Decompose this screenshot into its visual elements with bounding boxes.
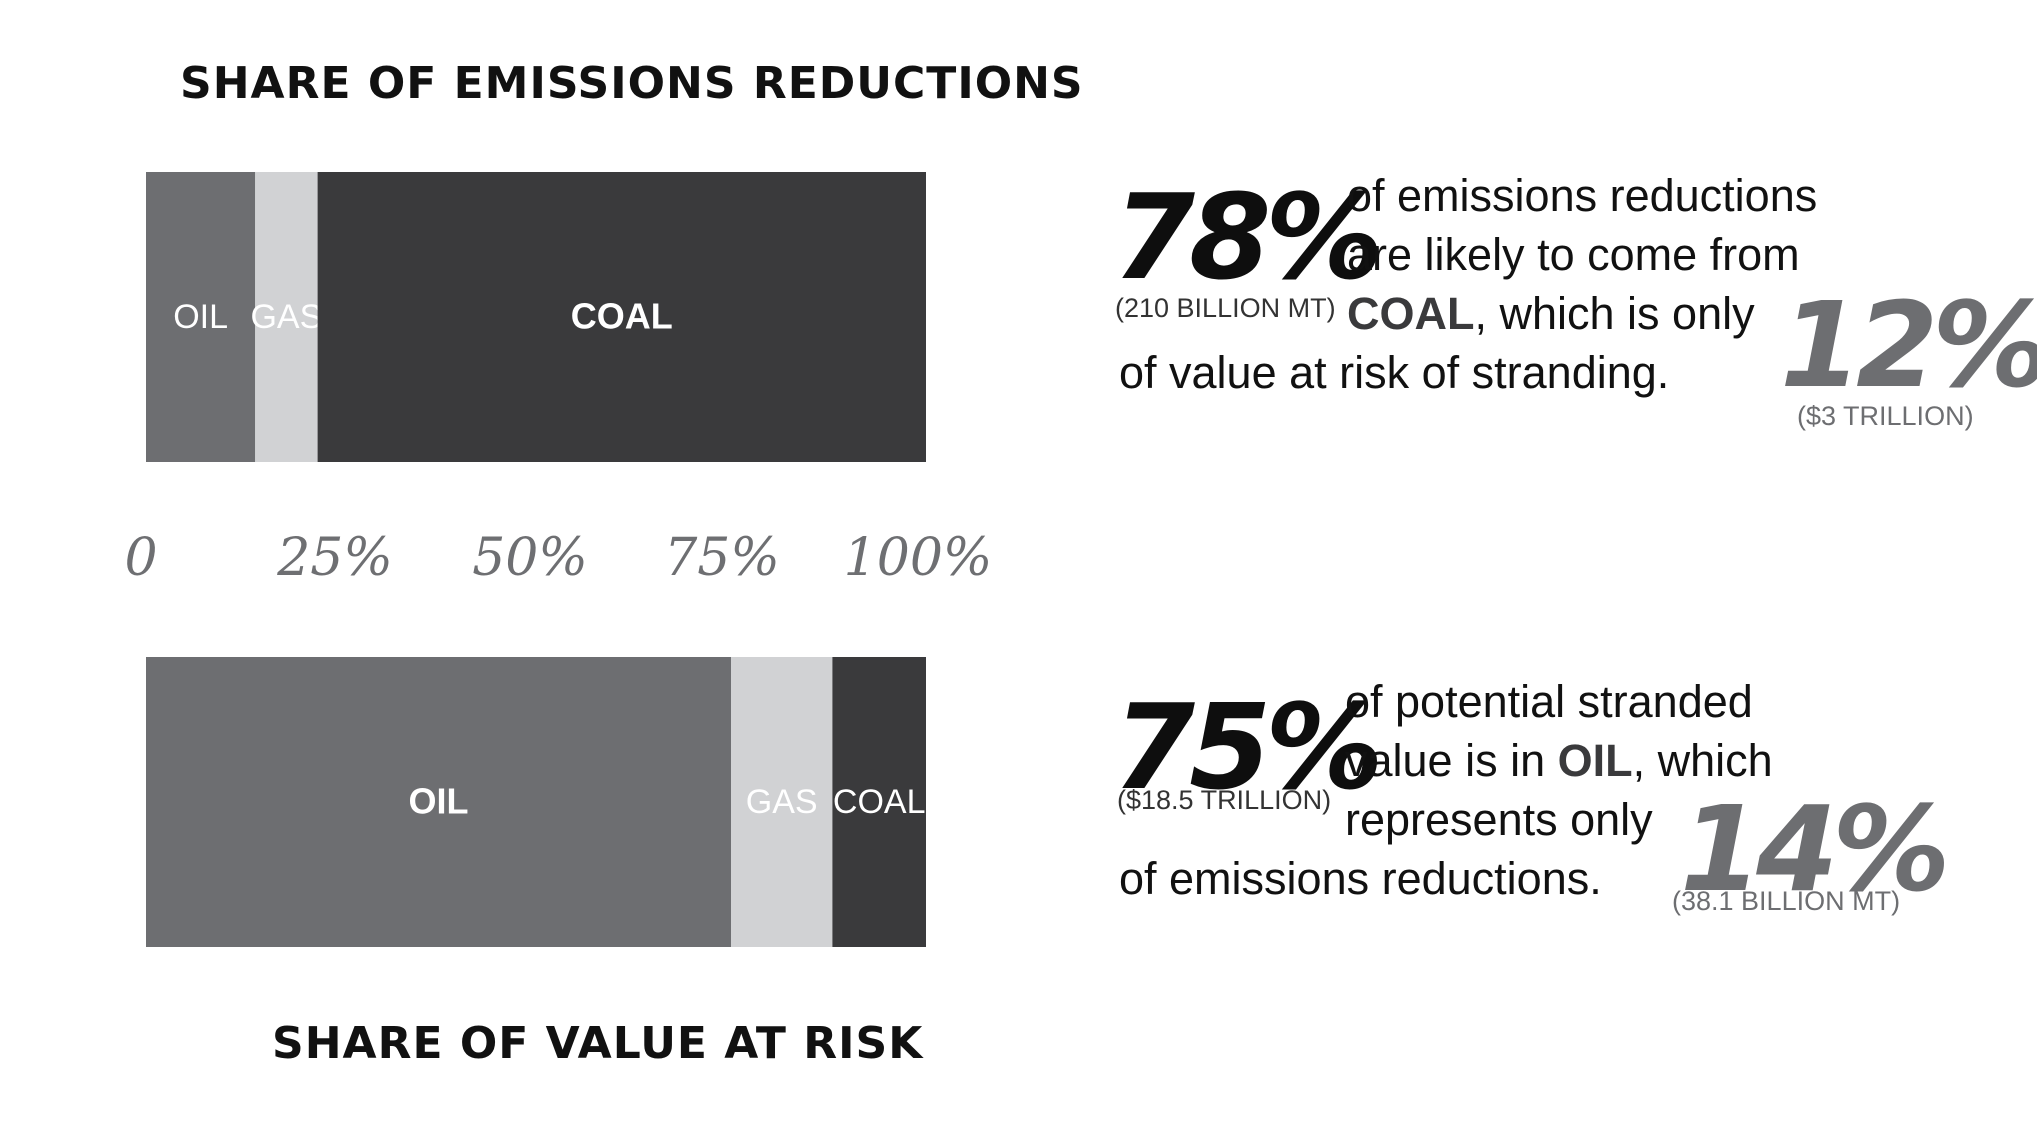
coal-small-percent: 12% <box>1780 276 2037 414</box>
x-axis-ticks: 0 25% 50% 75% 100% <box>124 528 992 588</box>
emissions-stacked-bar: OIL GAS COAL <box>146 172 927 462</box>
coal-keyword: COAL <box>1347 288 1475 339</box>
coal-big-percent: 78% <box>1113 168 1383 306</box>
bar-segment-coal <box>317 172 927 462</box>
chart-title-emissions: SHARE OF EMISSIONS REDUCTIONS <box>180 58 1084 109</box>
coal-small-percent-detail: ($3 TRILLION) <box>1797 401 1974 431</box>
coal-text-line-4: of value at risk of stranding. <box>1119 347 1670 398</box>
coal-text-line-1: of emissions reductions <box>1347 170 1818 221</box>
bar-segment-gas <box>255 172 318 462</box>
axis-tick-label: 25% <box>276 528 393 588</box>
bar-label-gas: GAS <box>250 298 322 336</box>
bar-segment-coal <box>832 657 926 947</box>
axis-tick-label: 75% <box>664 528 780 588</box>
oil-text-line-2: value is in OIL, which <box>1345 738 1773 783</box>
oil-text-line-2-post: , which <box>1632 735 1773 786</box>
bar-segment-oil <box>146 657 731 947</box>
bar-segment-gas <box>731 657 833 947</box>
coal-text-line-2: are likely to come from <box>1347 229 1800 280</box>
value-at-risk-stacked-bar: OIL GAS COAL <box>146 657 926 947</box>
bar-label-oil: OIL <box>409 781 469 822</box>
coal-big-percent-detail: (210 BILLION MT) <box>1115 293 1336 323</box>
oil-small-percent-detail: (38.1 BILLION MT) <box>1672 886 1901 916</box>
axis-tick-label: 0 <box>124 528 157 588</box>
oil-text-line-4: of emissions reductions. <box>1119 853 1602 904</box>
oil-keyword: OIL <box>1557 735 1633 786</box>
oil-small-percent: 14% <box>1680 780 1950 918</box>
oil-text-line-1: of potential stranded <box>1345 676 1753 727</box>
bar-segment-oil <box>146 172 256 462</box>
chart-title-value-at-risk: SHARE OF VALUE AT RISK <box>272 1018 924 1069</box>
axis-tick-label: 100% <box>844 528 993 588</box>
oil-big-percent: 75% <box>1113 678 1383 816</box>
bar-label-gas: GAS <box>746 783 818 821</box>
coal-text-line-3-rest: , which is only <box>1474 288 1755 339</box>
bar-label-coal: COAL <box>571 296 673 337</box>
bar-label-oil: OIL <box>173 298 228 336</box>
axis-tick-label: 50% <box>472 528 588 588</box>
coal-text-line-3: COAL, which is only <box>1347 291 1755 336</box>
bar-label-coal: COAL <box>833 783 926 821</box>
oil-text-line-2-pre: value is in <box>1345 735 1558 786</box>
oil-text-line-3: represents only <box>1345 794 1653 845</box>
oil-big-percent-detail: ($18.5 TRILLION) <box>1117 785 1332 815</box>
